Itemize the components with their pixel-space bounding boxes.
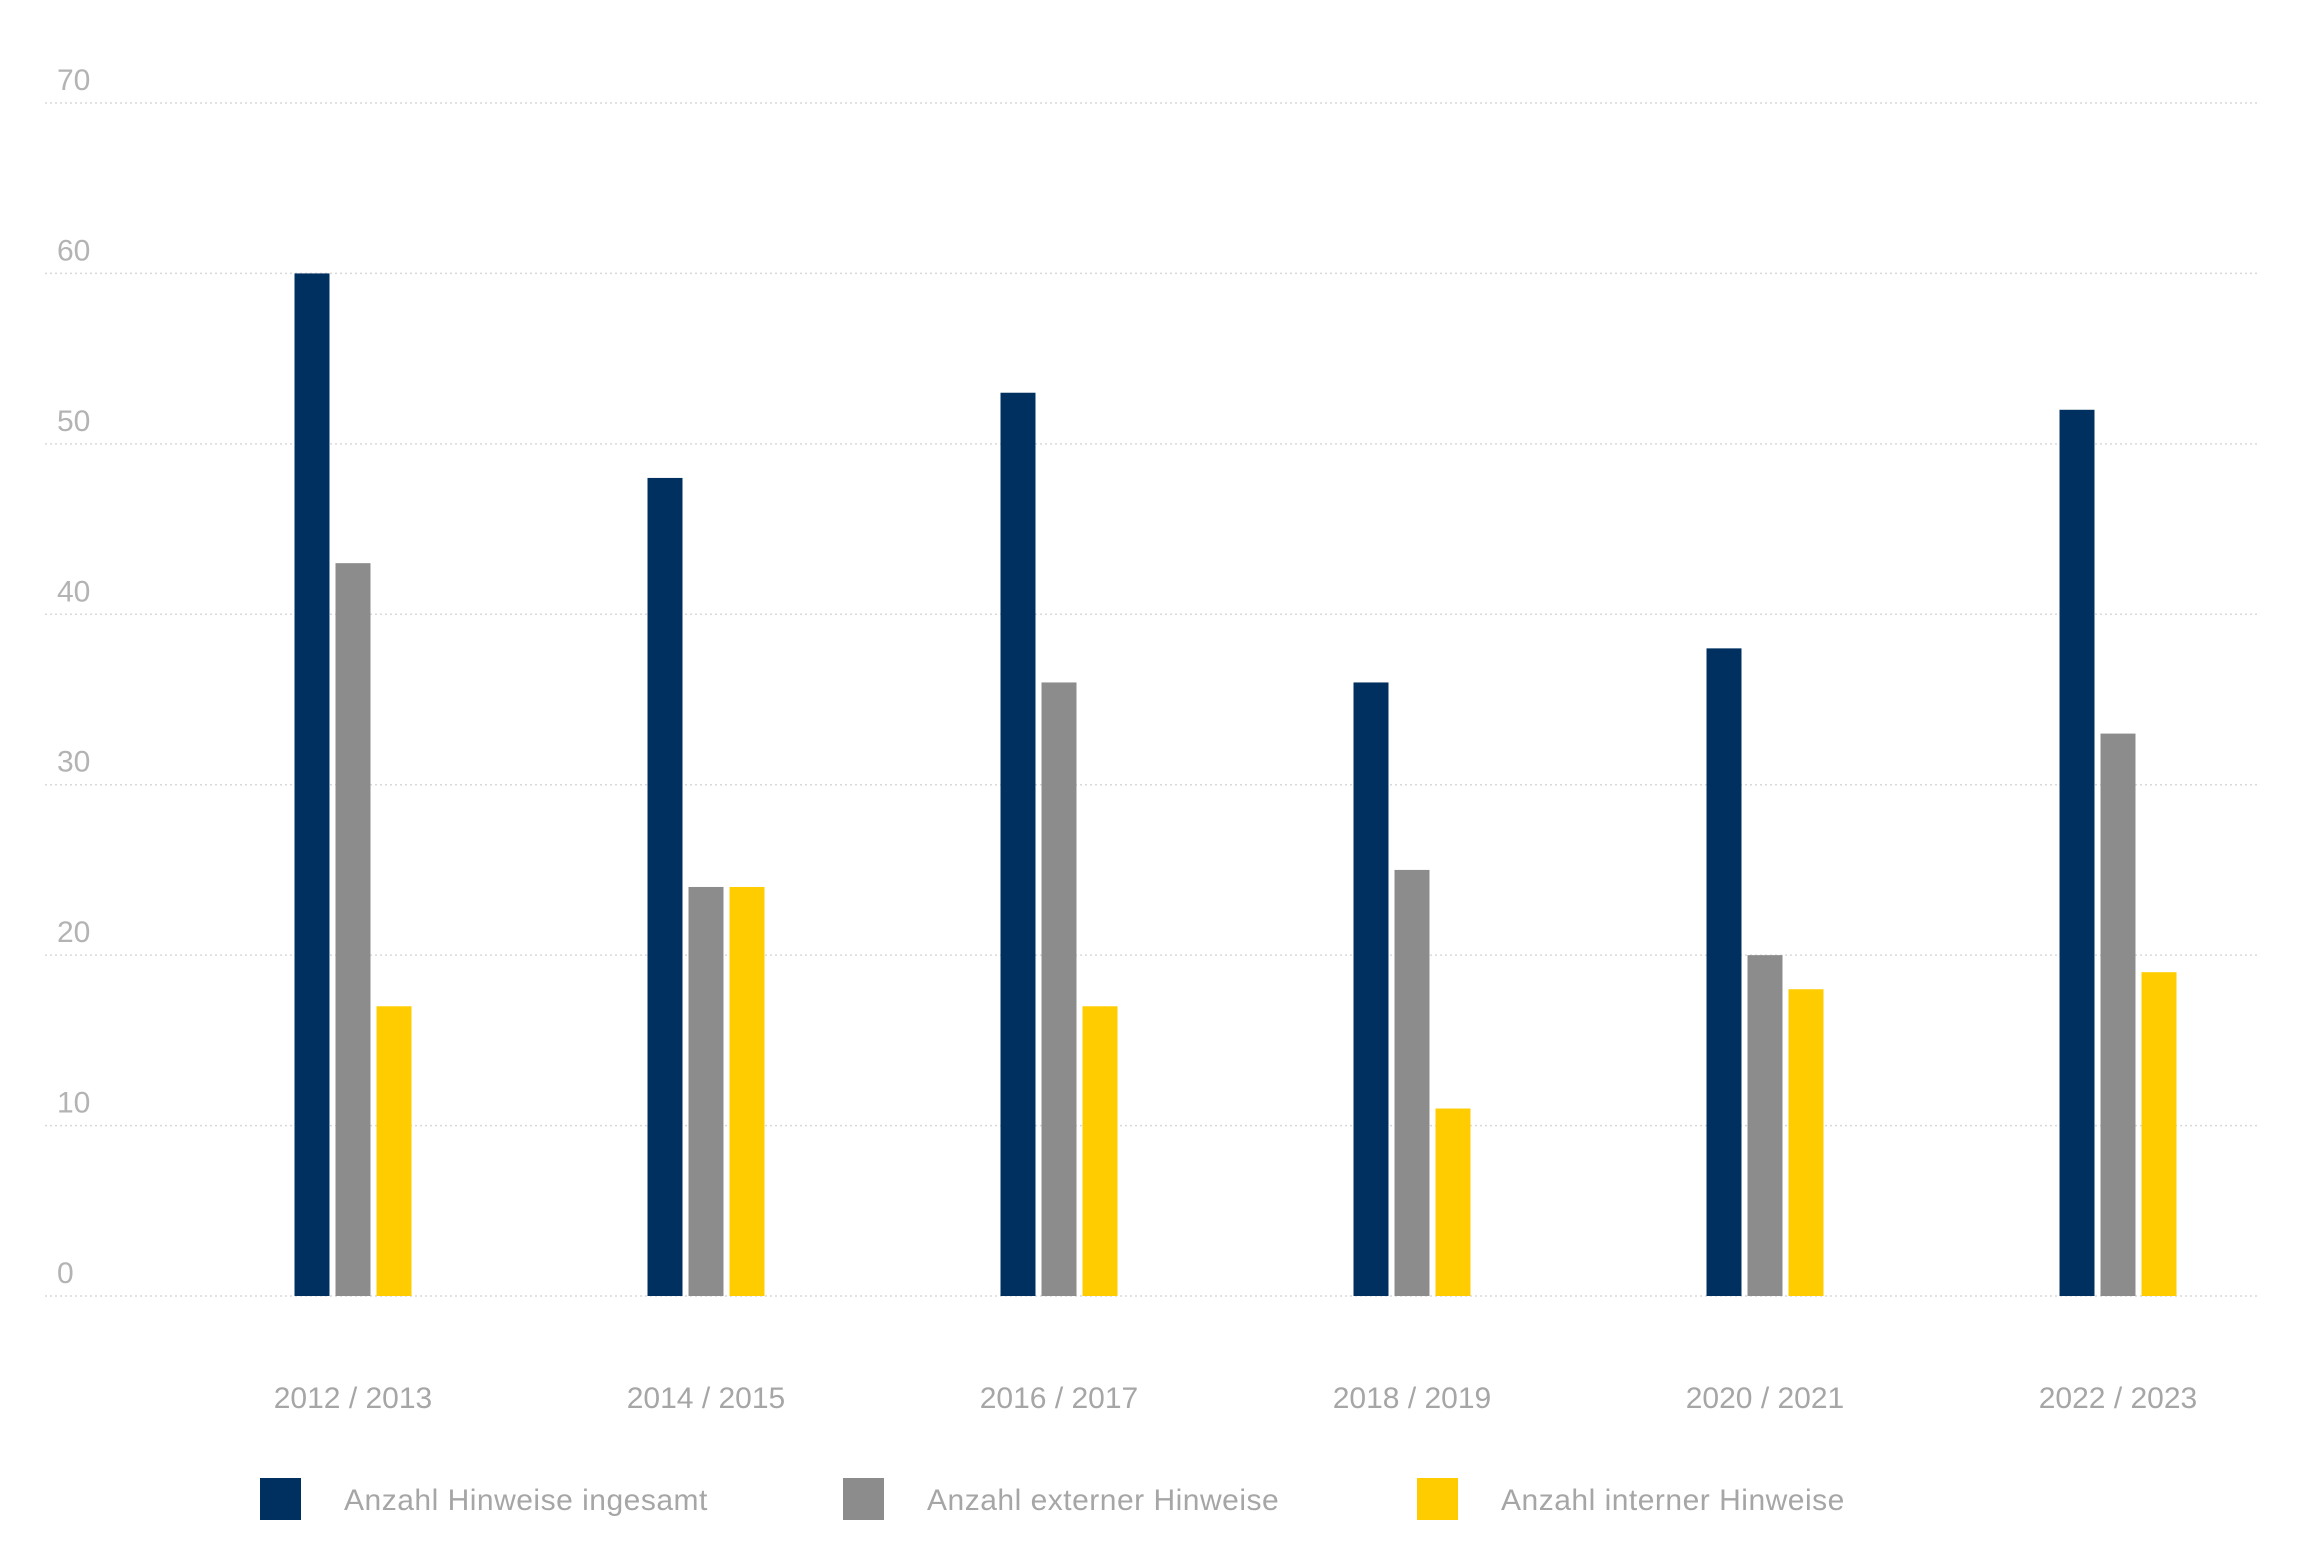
legend-item: Anzahl externer Hinweise [843, 1478, 1279, 1520]
legend-label: Anzahl Hinweise ingesamt [344, 1484, 708, 1517]
legend-swatch [1417, 1478, 1458, 1520]
legend-item: Anzahl Hinweise ingesamt [260, 1478, 708, 1520]
bar-2-5 [1747, 955, 1783, 1296]
bar-3-2 [729, 886, 765, 1296]
bar-3-4 [1435, 1108, 1471, 1296]
legend: Anzahl Hinweise ingesamt Anzahl externer … [260, 1478, 1845, 1520]
y-tick-label: 70 [57, 64, 90, 97]
bar-3-5 [1788, 989, 1824, 1296]
y-tick-label: 60 [57, 234, 90, 267]
x-category-label: 2022 / 2023 [2039, 1382, 2197, 1415]
bar-2-2 [688, 886, 724, 1296]
y-axis-tick-labels: 0 10 20 30 40 50 60 70 [57, 64, 90, 1290]
x-category-label: 2018 / 2019 [1333, 1382, 1491, 1415]
bar-1-3 [1000, 392, 1036, 1296]
y-tick-label: 0 [57, 1257, 74, 1290]
legend-swatch [843, 1478, 884, 1520]
grid-lines [45, 102, 2260, 1297]
x-category-label: 2020 / 2021 [1686, 1382, 1844, 1415]
legend-swatch [260, 1478, 301, 1520]
legend-label: Anzahl externer Hinweise [927, 1484, 1279, 1517]
bar-3-6 [2141, 972, 2177, 1296]
y-tick-label: 20 [57, 916, 90, 949]
bar-1-2 [647, 477, 683, 1296]
y-tick-label: 10 [57, 1087, 90, 1120]
legend-label: Anzahl interner Hinweise [1501, 1484, 1845, 1517]
x-category-label: 2012 / 2013 [274, 1382, 432, 1415]
x-axis-category-labels: 2012 / 2013 2014 / 2015 2016 / 2017 2018 / … [274, 1382, 2197, 1415]
bar-2-1 [335, 563, 371, 1296]
bar-2-4 [1394, 869, 1430, 1296]
bar-2-6 [2100, 733, 2136, 1296]
bar-2-3 [1041, 682, 1077, 1296]
bar-1-6 [2059, 409, 2095, 1296]
y-tick-label: 30 [57, 746, 90, 779]
bar-3-1 [376, 1006, 412, 1296]
bar-1-1 [294, 273, 330, 1296]
x-category-label: 2016 / 2017 [980, 1382, 1138, 1415]
bar-1-5 [1706, 648, 1742, 1296]
y-tick-label: 50 [57, 405, 90, 438]
bar-3-3 [1082, 1006, 1118, 1296]
x-category-label: 2014 / 2015 [627, 1382, 785, 1415]
y-tick-label: 40 [57, 575, 90, 608]
legend-item: Anzahl interner Hinweise [1417, 1478, 1845, 1520]
bars [294, 273, 2177, 1296]
bar-1-4 [1353, 682, 1389, 1296]
